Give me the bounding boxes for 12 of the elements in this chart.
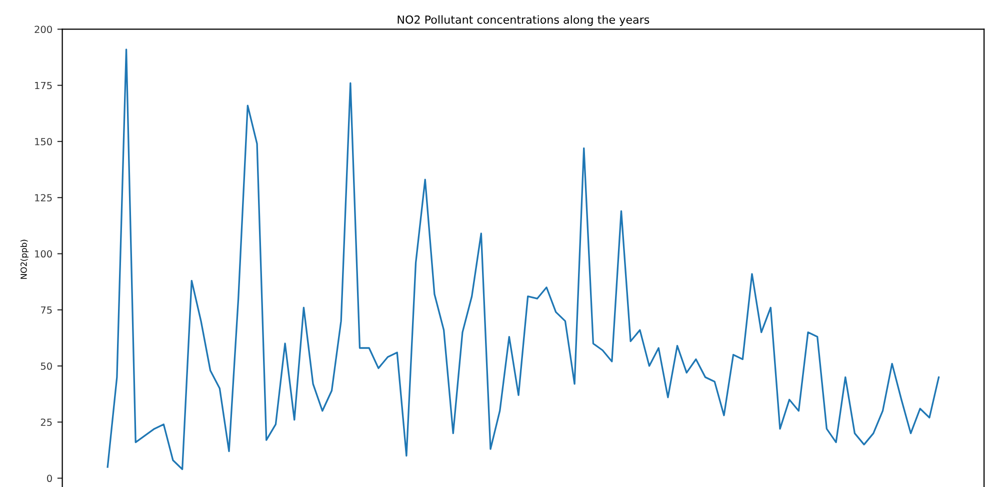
chart-title: NO2 Pollutant concentrations along the years — [398, 15, 650, 26]
y-tick-label: 100 — [35, 250, 52, 258]
y-tick-label: 50 — [40, 362, 52, 370]
y-tick-label: 175 — [35, 82, 52, 90]
line-series — [106, 48, 940, 470]
y-tick-label: 125 — [35, 194, 52, 202]
y-tick-label: 0 — [47, 474, 52, 482]
y-tick-label: 25 — [40, 418, 52, 426]
y-tick-label: 75 — [41, 306, 52, 314]
y-tick-label: 200 — [34, 26, 52, 34]
y-axis-title: NO2(ppb) — [20, 240, 28, 279]
y-tick-label: 150 — [35, 138, 52, 146]
